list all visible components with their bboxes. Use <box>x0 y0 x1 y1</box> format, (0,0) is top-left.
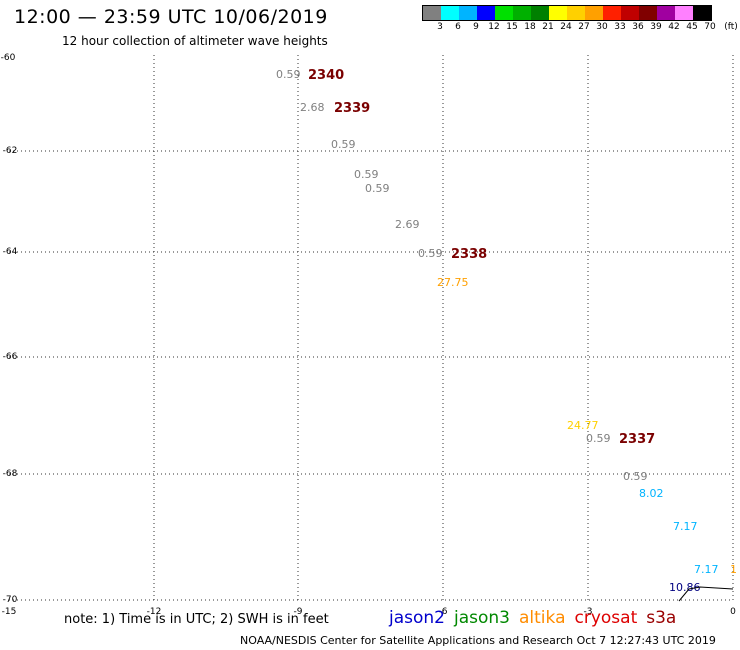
scale-swatch <box>693 6 711 20</box>
scale-label: 42 <box>668 22 680 32</box>
orbit-track-segment <box>678 586 734 602</box>
scale-swatch <box>531 6 549 20</box>
scale-swatch <box>621 6 639 20</box>
scale-swatch <box>675 6 693 20</box>
scale-swatch <box>495 6 513 20</box>
lat-label: -62 <box>3 146 18 156</box>
scale-label: 21 <box>542 22 554 32</box>
swh-value: 7.17 <box>673 520 698 533</box>
lat-label: -70 <box>3 595 18 605</box>
lat-label: -60 <box>1 53 16 63</box>
scale-swatch <box>567 6 585 20</box>
lon-label: -12 <box>147 607 162 617</box>
scale-label: (ft) <box>724 22 738 32</box>
lat-label: -64 <box>3 247 18 257</box>
lon-label: -6 <box>439 607 448 617</box>
swh-value: 0.59 <box>331 138 356 151</box>
lat-label: -68 <box>3 469 18 479</box>
scale-swatch <box>603 6 621 20</box>
swh-value: 2.69 <box>395 218 420 231</box>
scale-label: 9 <box>473 22 479 32</box>
scale-label: 70 <box>704 22 716 32</box>
orbit-number: 2339 <box>334 101 370 116</box>
swh-value: 0.59 <box>586 432 611 445</box>
swh-value: 0.59 <box>365 182 390 195</box>
swh-value: 24.77 <box>567 419 599 432</box>
footer-credit: NOAA/NESDIS Center for Satellite Applica… <box>240 634 716 647</box>
lon-label: -3 <box>584 607 593 617</box>
graticule <box>9 55 734 601</box>
scale-label: 24 <box>560 22 572 32</box>
scale-label: 33 <box>614 22 626 32</box>
scale-label: 45 <box>686 22 698 32</box>
scale-swatch <box>459 6 477 20</box>
map-subtitle: 12 hour collection of altimeter wave hei… <box>62 34 328 48</box>
scale-label: 6 <box>455 22 461 32</box>
scale-swatch <box>585 6 603 20</box>
units-note: note: 1) Time is in UTC; 2) SWH is in fe… <box>64 612 329 627</box>
scale-label: 18 <box>524 22 536 32</box>
legend-jason3: jason3 <box>454 608 510 628</box>
swh-value: 8.02 <box>639 487 664 500</box>
scale-label: 30 <box>596 22 608 32</box>
orbit-number: 2337 <box>619 432 655 447</box>
swh-value: 0.59 <box>354 168 379 181</box>
scale-label: 36 <box>632 22 644 32</box>
scale-label: 27 <box>578 22 590 32</box>
swh-value: 27.75 <box>437 276 469 289</box>
scale-swatch <box>513 6 531 20</box>
scale-swatch <box>639 6 657 20</box>
swh-value: 0.59 <box>623 470 648 483</box>
scale-label: 3 <box>437 22 443 32</box>
satellite-legend: jason2 jason3 altika cryosat s3a <box>389 608 676 628</box>
scale-swatch <box>657 6 675 20</box>
scale-swatch <box>423 6 441 20</box>
legend-cryosat: cryosat <box>574 608 638 628</box>
swh-value: 2.68 <box>300 101 325 114</box>
map-title: 12:00 — 23:59 UTC 10/06/2019 <box>14 6 328 28</box>
swh-value: 10.86 <box>669 581 701 594</box>
scale-label: 39 <box>650 22 662 32</box>
swh-observations: 0.59 2.68 0.59 0.59 0.59 2.69 0.59 27.75… <box>276 68 737 594</box>
lat-label: -66 <box>3 352 18 362</box>
scale-swatch <box>477 6 495 20</box>
lon-label: 0 <box>730 607 736 617</box>
color-scale <box>422 5 712 21</box>
swh-value: 0.59 <box>276 68 301 81</box>
swh-value: 1 <box>730 563 737 576</box>
lon-label: -15 <box>2 607 17 617</box>
orbit-number: 2338 <box>451 247 487 262</box>
scale-label: 15 <box>506 22 518 32</box>
swh-value: 7.17 <box>694 563 719 576</box>
swh-value: 0.59 <box>418 247 443 260</box>
orbit-numbers: 2340 2339 2338 2337 <box>308 68 655 447</box>
scale-label: 12 <box>488 22 500 32</box>
legend-jason2: jason2 <box>389 608 445 628</box>
lon-label: -9 <box>294 607 303 617</box>
legend-s3a: s3a <box>646 608 677 628</box>
scale-swatch <box>549 6 567 20</box>
orbit-number: 2340 <box>308 68 344 83</box>
legend-altika: altika <box>519 608 566 628</box>
scale-swatch <box>441 6 459 20</box>
